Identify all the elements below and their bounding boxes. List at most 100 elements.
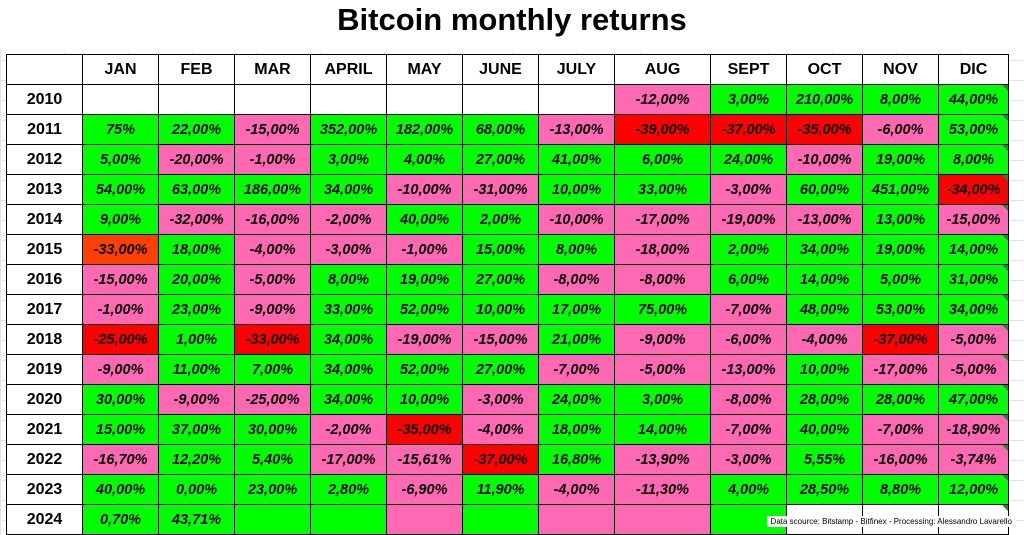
return-cell: -18,90% (938, 414, 1009, 445)
return-cell: -3,00% (310, 234, 387, 265)
return-cell: 451,00% (862, 174, 939, 205)
return-cell: 40,00% (786, 414, 863, 445)
comment-indicator-icon (1002, 235, 1008, 241)
return-cell: -37,00% (710, 114, 787, 145)
return-cell: -37,00% (862, 324, 939, 355)
return-cell: 30,00% (82, 384, 159, 415)
return-cell: -15,00% (938, 204, 1009, 235)
return-cell (538, 84, 615, 115)
return-cell: 53,00% (938, 114, 1009, 145)
return-cell: -6,00% (862, 114, 939, 145)
return-cell: -37,00% (462, 444, 539, 475)
return-cell: 44,00% (938, 84, 1009, 115)
return-cell: -3,00% (710, 444, 787, 475)
return-cell: 14,00% (786, 264, 863, 295)
comment-indicator-icon (1002, 445, 1008, 451)
return-cell: 16,80% (538, 444, 615, 475)
return-cell (310, 84, 387, 115)
return-cell: 12,00% (938, 474, 1009, 505)
return-cell: 34,00% (786, 234, 863, 265)
return-cell: 48,00% (786, 294, 863, 325)
return-cell (462, 84, 539, 115)
year-label: 2010 (6, 84, 83, 115)
column-header-jan: JAN (82, 54, 159, 85)
return-cell: -13,90% (614, 444, 711, 475)
return-cell: 47,00% (938, 384, 1009, 415)
return-cell: -3,00% (462, 384, 539, 415)
return-cell: -19,00% (710, 204, 787, 235)
return-cell: 41,00% (538, 144, 615, 175)
return-cell: -4,00% (462, 414, 539, 445)
return-cell: -15,00% (234, 114, 311, 145)
return-cell: 6,00% (614, 144, 711, 175)
return-cell: 1,00% (158, 324, 235, 355)
column-header-april: APRIL (310, 54, 387, 85)
column-header-feb: FEB (158, 54, 235, 85)
return-cell: 3,00% (710, 84, 787, 115)
return-cell: -7,00% (538, 354, 615, 385)
year-label: 2012 (6, 144, 83, 175)
table-row: 2012 5,00% -20,00% -1,00% 3,00% 4,00% 27,00% 41… (6, 144, 1009, 175)
return-cell (234, 504, 311, 535)
year-label: 2023 (6, 474, 83, 505)
return-cell: 23,00% (234, 474, 311, 505)
table-row: 2020 30,00% -9,00% -25,00% 34,00% 10,00% -3,00… (6, 384, 1009, 415)
year-label: 2021 (6, 414, 83, 445)
return-cell: -2,00% (310, 204, 387, 235)
year-label: 2018 (6, 324, 83, 355)
return-cell: 52,00% (386, 294, 463, 325)
chart-title: Bitcoin monthly returns (337, 2, 687, 37)
return-cell: -25,00% (234, 384, 311, 415)
source-note: Data scource: Bitstamp - Bitfinex - Proc… (766, 516, 1016, 527)
return-cell: 40,00% (386, 204, 463, 235)
return-cell (82, 84, 159, 115)
return-cell: 8,00% (938, 144, 1009, 175)
comment-indicator-icon (1002, 265, 1008, 271)
return-cell: -8,00% (614, 264, 711, 295)
return-cell: 34,00% (310, 354, 387, 385)
return-cell: 24,00% (710, 144, 787, 175)
return-cell: 8,00% (862, 84, 939, 115)
return-cell: -18,00% (614, 234, 711, 265)
return-cell: -34,00% (938, 174, 1009, 205)
return-cell: 0,70% (82, 504, 159, 535)
return-cell: 17,00% (538, 294, 615, 325)
return-cell: -35,00% (386, 414, 463, 445)
return-cell: -11,30% (614, 474, 711, 505)
return-cell: 75% (82, 114, 159, 145)
return-cell: -33,00% (82, 234, 159, 265)
return-cell: 15,00% (82, 414, 159, 445)
return-cell: 8,00% (310, 264, 387, 295)
return-cell: -9,00% (82, 354, 159, 385)
table-row: 2015 -33,00% 18,00% -4,00% -3,00% -1,00% 15,00… (6, 234, 1009, 265)
column-header-july: JULY (538, 54, 615, 85)
comment-indicator-icon (1002, 145, 1008, 151)
return-cell: 21,00% (538, 324, 615, 355)
comment-indicator-icon (1002, 85, 1008, 91)
comment-indicator-icon (1002, 505, 1008, 511)
return-cell: 40,00% (82, 474, 159, 505)
table-row: 2021 15,00% 37,00% 30,00% -2,00% -35,00% -4,00… (6, 414, 1009, 445)
return-cell: 2,80% (310, 474, 387, 505)
column-header-aug: AUG (614, 54, 711, 85)
return-cell: 5,55% (786, 444, 863, 475)
table-row: 2013 54,00% 63,00% 186,00% 34,00% -10,00% -31,… (6, 174, 1009, 205)
return-cell: 43,71% (158, 504, 235, 535)
return-cell: 53,00% (862, 294, 939, 325)
return-cell: -9,00% (614, 324, 711, 355)
column-header-oct: OCT (786, 54, 863, 85)
return-cell: 28,00% (862, 384, 939, 415)
return-cell: -31,00% (462, 174, 539, 205)
return-cell: -39,00% (614, 114, 711, 145)
table-row: 2014 9,00% -32,00% -16,00% -2,00% 40,00% 2,00%… (6, 204, 1009, 235)
return-cell: 4,00% (386, 144, 463, 175)
year-label: 2015 (6, 234, 83, 265)
return-cell: 60,00% (786, 174, 863, 205)
return-cell: 12,20% (158, 444, 235, 475)
return-cell: 13,00% (862, 204, 939, 235)
return-cell: 14,00% (938, 234, 1009, 265)
return-cell: -4,00% (538, 474, 615, 505)
return-cell: -33,00% (234, 324, 311, 355)
return-cell: -17,00% (614, 204, 711, 235)
return-cell: 186,00% (234, 174, 311, 205)
